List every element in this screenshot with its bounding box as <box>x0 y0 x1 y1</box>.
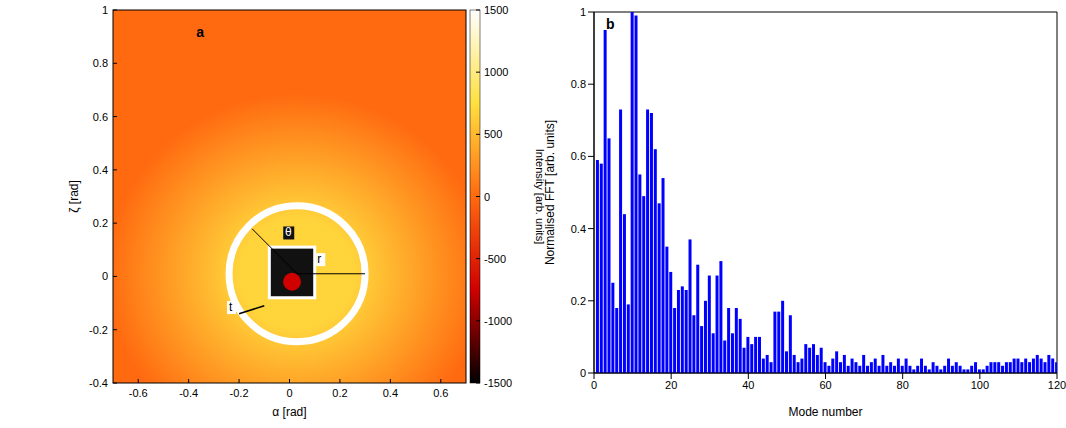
svg-text:0: 0 <box>484 191 490 203</box>
svg-text:-1500: -1500 <box>484 377 512 389</box>
svg-text:r: r <box>317 252 321 266</box>
svg-text:60: 60 <box>819 379 831 391</box>
svg-text:120: 120 <box>1048 379 1066 391</box>
svg-text:Mode number: Mode number <box>788 405 862 419</box>
svg-text:100: 100 <box>971 379 989 391</box>
svg-text:40: 40 <box>742 379 754 391</box>
svg-text:1000: 1000 <box>484 66 508 78</box>
svg-text:0: 0 <box>286 387 292 399</box>
svg-text:1: 1 <box>580 6 586 18</box>
svg-text:α [rad]: α [rad] <box>272 405 306 419</box>
svg-text:-0.2: -0.2 <box>230 387 249 399</box>
svg-text:0.4: 0.4 <box>571 223 586 235</box>
svg-text:0.4: 0.4 <box>93 164 108 176</box>
svg-text:500: 500 <box>484 128 502 140</box>
svg-text:-0.4: -0.4 <box>179 387 198 399</box>
svg-text:0.6: 0.6 <box>571 150 586 162</box>
svg-text:0.6: 0.6 <box>93 111 108 123</box>
svg-text:-0.2: -0.2 <box>89 324 108 336</box>
svg-text:0: 0 <box>591 379 597 391</box>
svg-text:-0.6: -0.6 <box>129 387 148 399</box>
svg-text:0: 0 <box>580 367 586 379</box>
svg-text:0.4: 0.4 <box>383 387 398 399</box>
svg-text:20: 20 <box>665 379 677 391</box>
svg-text:0.8: 0.8 <box>571 78 586 90</box>
svg-text:a: a <box>196 24 204 40</box>
svg-text:θ: θ <box>285 225 292 239</box>
svg-text:t: t <box>229 300 233 314</box>
svg-text:0.2: 0.2 <box>93 217 108 229</box>
svg-text:-1000: -1000 <box>484 315 512 327</box>
svg-text:-0.4: -0.4 <box>89 377 108 389</box>
svg-text:Intensity [arb. units]: Intensity [arb. units] <box>534 148 546 245</box>
svg-text:0.2: 0.2 <box>332 387 347 399</box>
svg-text:-500: -500 <box>484 253 506 265</box>
svg-text:80: 80 <box>897 379 909 391</box>
svg-text:ζ [rad]: ζ [rad] <box>67 180 81 213</box>
svg-text:0.2: 0.2 <box>571 295 586 307</box>
svg-text:1: 1 <box>102 4 108 16</box>
svg-text:1500: 1500 <box>484 4 508 16</box>
html-text:b: b <box>606 16 615 32</box>
svg-text:Normalised FFT [arb. units]: Normalised FFT [arb. units] <box>543 120 557 265</box>
svg-text:0.8: 0.8 <box>93 57 108 69</box>
svg-text:0.6: 0.6 <box>433 387 448 399</box>
svg-text:0: 0 <box>102 270 108 282</box>
